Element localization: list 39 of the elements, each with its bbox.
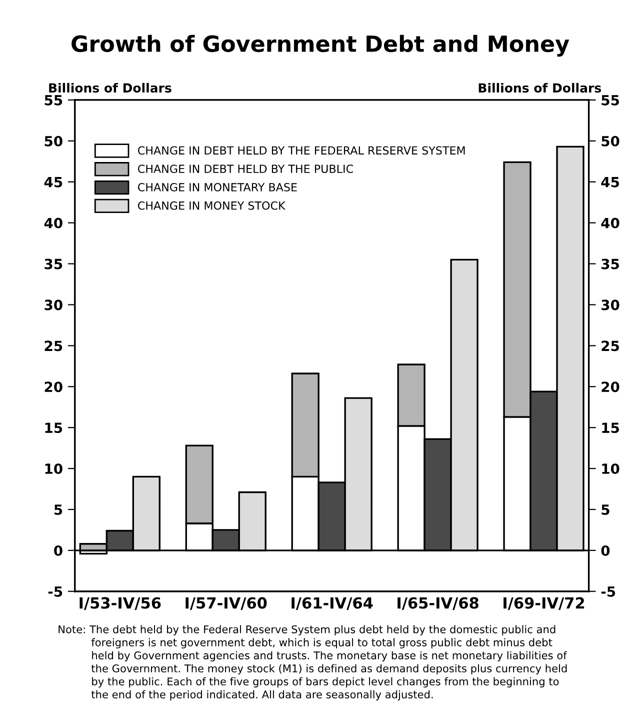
y2-tick-label: -5 [601,586,616,597]
y-tick-label: 35 [44,258,62,270]
y2-tick-label: 35 [602,258,619,270]
y2-tick-label: 5 [602,504,610,515]
y-tick-label: 50 [44,136,62,146]
y2-tick-label: 55 [602,95,619,106]
x-tick-label: I/69-IV/72 [504,597,584,610]
legend-label: CHANGE IN DEBT HELD BY THE PUBLIC [138,164,353,174]
x-tick-label: I/57-IV/60 [186,597,267,610]
x-tick-label: I/53-IV/56 [80,597,161,610]
chart-title: Growth of Government Debt and Money [72,34,570,57]
y-tick-label: 25 [44,340,62,352]
y-tick-label: 30 [44,300,62,310]
y-tick-label: 5 [54,504,62,515]
y-tick-label: -5 [48,586,62,597]
y2-tick-label: 20 [602,382,620,392]
y2-tick-label: 10 [602,463,620,474]
y-axis-title: Billions of Dollars [49,82,172,93]
y2-tick-label: 45 [601,177,619,188]
x-tick-label: I/65-IV/68 [398,597,478,610]
y2-tick-label: 25 [602,340,619,352]
y-tick-label: 10 [45,463,62,474]
y2-tick-label: 0 [601,545,610,556]
y2-axis-title: Billions of Dollars [478,82,602,93]
y-tick-label: 40 [44,218,62,228]
y2-tick-label: 40 [601,218,620,228]
y2-tick-label: 50 [602,136,620,146]
y-tick-label: 20 [44,382,62,392]
y-tick-label: 0 [54,545,62,556]
legend-label: CHANGE IN DEBT HELD BY THE FEDERAL RESERVE SYSTEM [138,146,465,155]
y-tick-label: 15 [45,422,62,434]
y2-tick-label: 15 [602,422,619,434]
y2-tick-label: 30 [602,300,620,310]
legend-label: CHANGE IN MONETARY BASE [138,183,297,192]
text: Note: The debt held by the Federal Reserve System plus debt held by the domestic public and foreigners is net government debt, which is equal to total gross public debt minus debt held by Government agencies and trusts. The monetary base is net monetary liabilities of the Government. The money stock (M1) is defined as demand deposits plus currency held by the public. Each of the five groups of bars depict level changes from the beginning to the end of the period indicated. All data are seasonally adjusted. [58,625,568,700]
y-tick-label: 55 [44,95,62,106]
x-tick-label: I/61-IV/64 [292,597,373,610]
legend-label: CHANGE IN MONEY STOCK [138,201,286,210]
y-tick-label: 45 [44,177,62,188]
